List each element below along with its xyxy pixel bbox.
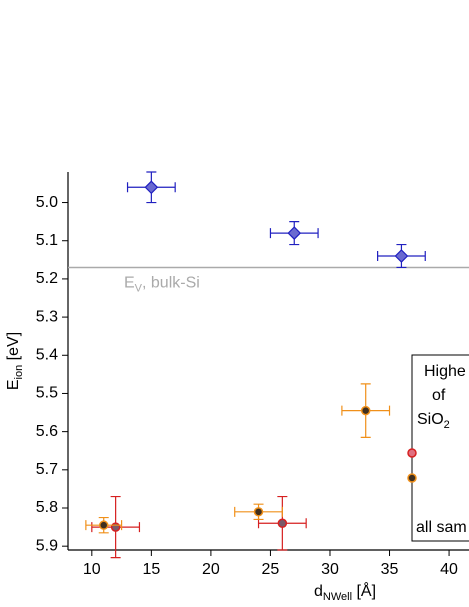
y-tick-label: 5.6: [36, 423, 58, 440]
legend-line: Highe: [424, 363, 466, 380]
point: [98, 520, 109, 530]
point: [394, 249, 409, 263]
y-axis-label: Eion [eV]: [5, 332, 25, 390]
point: [287, 226, 302, 240]
legend-line: of: [432, 387, 446, 404]
x-tick-label: 20: [202, 561, 220, 578]
y-tick-label: 5.3: [36, 308, 58, 325]
legend-box: [411, 354, 469, 542]
reference-label-part: E: [124, 275, 135, 292]
x-axis-label: dNWell [Å]: [314, 581, 376, 603]
y-tick-label: 5.1: [36, 232, 58, 249]
y-tick-label: 5.0: [36, 194, 58, 211]
y-tick-label: 5.2: [36, 270, 58, 287]
point: [360, 405, 371, 416]
y-tick-label: 5.7: [36, 461, 58, 478]
point: [110, 522, 121, 532]
x-tick-label: 10: [83, 561, 101, 578]
reference-label-part: , bulk-Si: [142, 275, 200, 292]
x-tick-label: 15: [142, 561, 160, 578]
x-tick-label: 30: [321, 561, 339, 578]
legend-marker: [407, 448, 417, 458]
point: [144, 180, 159, 195]
point: [253, 507, 264, 517]
x-tick-label: 35: [381, 561, 399, 578]
legend-footer: all sam: [416, 519, 467, 536]
legend-marker: [407, 473, 417, 483]
y-tick-label: 5.8: [36, 499, 58, 516]
reference-label-part: V: [135, 282, 143, 294]
y-tick-label: 5.5: [36, 385, 58, 402]
point: [277, 518, 288, 529]
legend-line: SiO2: [417, 411, 450, 431]
x-tick-label: 40: [440, 561, 458, 578]
x-tick-label: 25: [262, 561, 280, 578]
y-tick-label: 5.4: [36, 346, 58, 363]
y-tick-label: 5.9: [36, 537, 58, 554]
reference-label: EV, bulk-Si: [124, 275, 200, 295]
